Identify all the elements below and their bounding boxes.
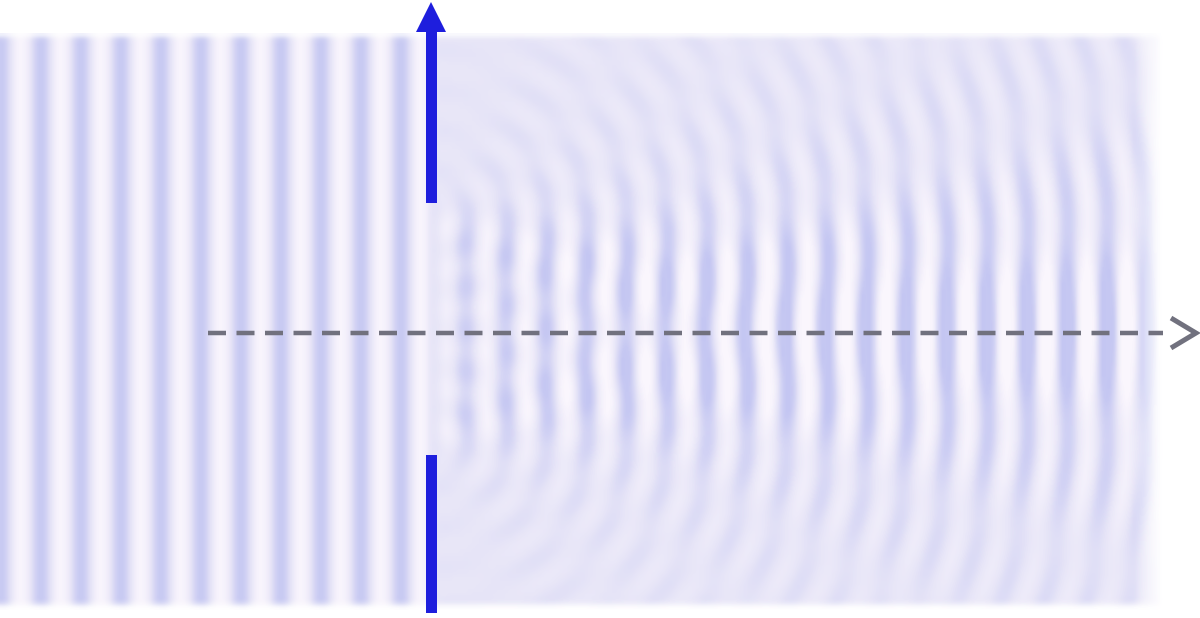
wave-field-canvas (0, 33, 1165, 610)
arrow-right-icon (1169, 315, 1200, 351)
barrier-bottom-segment (425, 455, 437, 613)
arrow-up-icon (416, 2, 446, 32)
barrier-top-segment (425, 26, 437, 203)
